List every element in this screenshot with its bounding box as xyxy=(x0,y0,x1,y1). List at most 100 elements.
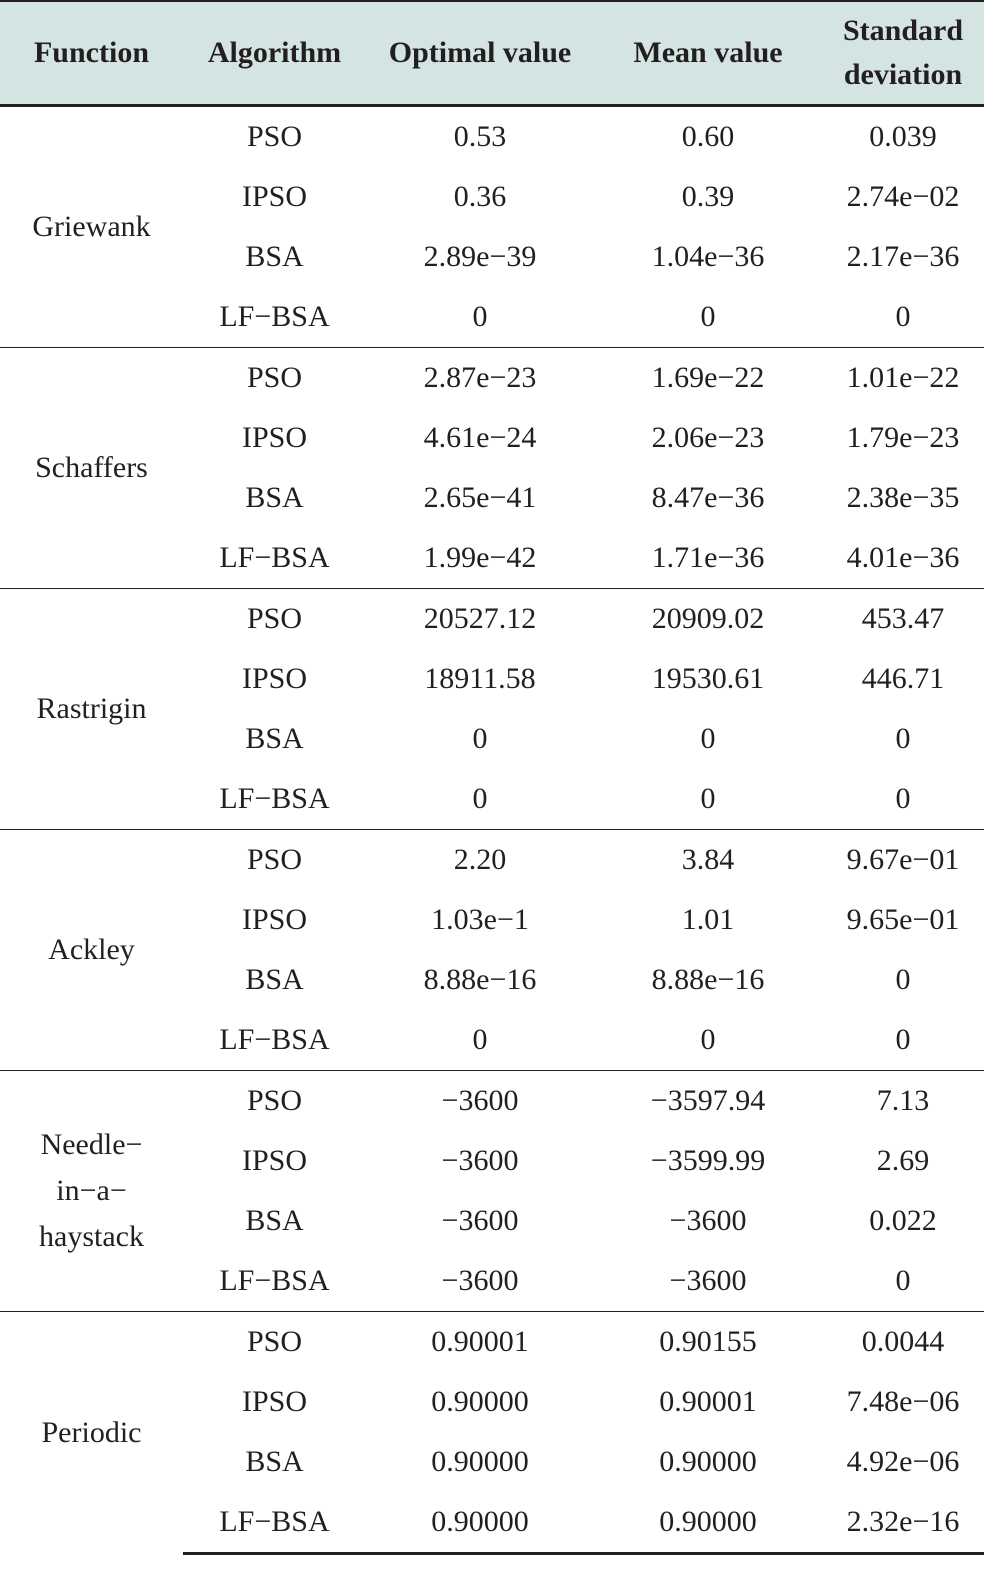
table-row: LF−BSA −3600 −3600 0 xyxy=(0,1251,984,1312)
algorithm-cell: IPSO xyxy=(241,1385,308,1418)
header-algorithm: Algorithm xyxy=(183,0,366,107)
function-name-line: haystack xyxy=(39,1220,144,1253)
std-deviation-cell: 4.01e−36 xyxy=(846,541,960,574)
optimal-value-cell: 0.36 xyxy=(453,180,507,213)
optimal-value-cell: −3600 xyxy=(441,1264,519,1297)
function-name-line: Needle− xyxy=(40,1128,143,1161)
optimal-value-cell: 0 xyxy=(472,722,488,755)
function-name-cell: Griewank xyxy=(32,210,151,243)
std-deviation-cell: 0 xyxy=(895,300,911,333)
mean-value-cell: 8.88e−16 xyxy=(651,963,765,996)
algorithm-cell: BSA xyxy=(245,481,304,514)
optimal-value-cell: 2.89e−39 xyxy=(423,240,537,273)
mean-value-cell: 0.90000 xyxy=(659,1445,757,1478)
algorithm-cell: PSO xyxy=(183,1311,366,1372)
std-deviation-cell: 0 xyxy=(895,722,911,755)
optimal-value-cell: 1.99e−42 xyxy=(423,541,537,574)
algorithm-cell: PSO xyxy=(183,829,366,890)
header-optimal-value: Optimal value xyxy=(366,0,594,107)
std-deviation-cell: 0 xyxy=(895,1264,911,1297)
mean-value-cell: 19530.61 xyxy=(651,662,765,695)
algorithm-cell: IPSO xyxy=(241,180,308,213)
table-row: BSA 2.89e−39 1.04e−36 2.17e−36 xyxy=(0,227,984,287)
std-deviation-cell: 453.47 xyxy=(822,588,984,649)
mean-value-cell: −3597.94 xyxy=(594,1070,822,1131)
std-deviation-cell: 4.92e−06 xyxy=(846,1445,960,1478)
header-row: Function Algorithm Optimal value Mean va… xyxy=(0,0,984,107)
std-deviation-cell: 2.17e−36 xyxy=(846,240,960,273)
algorithm-cell: LF−BSA xyxy=(183,1492,366,1555)
table-body: Griewank PSO 0.53 0.60 0.039 IPSO 0.36 0.39 2.74… xyxy=(0,106,984,1555)
table-row: BSA 2.65e−41 8.47e−36 2.38e−35 xyxy=(0,468,984,528)
table-row: IPSO 18911.58 19530.61 446.71 xyxy=(0,649,984,709)
algorithm-cell: LF−BSA xyxy=(219,782,330,815)
optimal-value-cell: 0.90000 xyxy=(431,1445,529,1478)
algorithm-cell: BSA xyxy=(245,240,304,273)
optimal-value-cell: −3600 xyxy=(441,1204,519,1237)
function-name-cell: Periodic xyxy=(0,1311,183,1554)
algorithm-cell: BSA xyxy=(245,1204,304,1237)
optimal-value-cell: −3600 xyxy=(366,1070,594,1131)
table-row: Periodic PSO 0.90001 0.90155 0.0044 xyxy=(0,1311,984,1554)
optimal-value-cell: 0.90000 xyxy=(366,1492,594,1555)
optimal-value-cell: 2.65e−41 xyxy=(423,481,537,514)
mean-value-cell: 1.71e−36 xyxy=(651,541,765,574)
table-row: Needle− in−a− haystack PSO −3600 −3597.94 7.13 xyxy=(0,1070,984,1312)
mean-value-cell: 0 xyxy=(700,782,716,815)
mean-value-cell: 0.39 xyxy=(681,180,735,213)
table-row: BSA −3600 −3600 0.022 xyxy=(0,1191,984,1251)
mean-value-cell: 2.06e−23 xyxy=(651,421,765,454)
optimal-value-cell: 0.53 xyxy=(453,120,507,153)
algorithm-cell: BSA xyxy=(245,722,304,755)
std-deviation-cell: 9.67e−01 xyxy=(822,829,984,890)
table-row: IPSO 0.36 0.39 2.74e−02 xyxy=(0,167,984,227)
algorithm-cell: PSO xyxy=(183,347,366,408)
optimal-value-cell: 0 xyxy=(472,782,488,815)
mean-value-cell: 1.69e−22 xyxy=(594,347,822,408)
header-standard-deviation: Standard deviation xyxy=(822,0,984,107)
mean-value-cell: −3600 xyxy=(669,1204,747,1237)
header-std-line1: Standard xyxy=(842,14,964,47)
function-name-cell: Ackley xyxy=(0,829,183,1071)
table-row: BSA 0 0 0 xyxy=(0,709,984,769)
mean-value-cell: −3600 xyxy=(669,1264,747,1297)
algorithm-cell: IPSO xyxy=(241,662,308,695)
function-name-line: in−a− xyxy=(56,1174,127,1207)
table-row: LF−BSA 0 0 0 xyxy=(0,1010,984,1071)
optimal-value-cell: 0 xyxy=(472,1023,488,1056)
algorithm-cell: BSA xyxy=(245,963,304,996)
optimal-value-cell: −3600 xyxy=(441,1144,519,1177)
table-row: IPSO 4.61e−24 2.06e−23 1.79e−23 xyxy=(0,408,984,468)
std-deviation-cell: 2.74e−02 xyxy=(846,180,960,213)
table-row: IPSO −3600 −3599.99 2.69 xyxy=(0,1131,984,1191)
table-row: BSA 8.88e−16 8.88e−16 0 xyxy=(0,950,984,1010)
table-row: LF−BSA 0.90000 0.90000 2.32e−16 xyxy=(0,1492,984,1555)
mean-value-cell: 8.47e−36 xyxy=(651,481,765,514)
algorithm-cell: IPSO xyxy=(241,1144,308,1177)
header-mean-value: Mean value xyxy=(594,0,822,107)
mean-value-cell: 0 xyxy=(700,300,716,333)
algorithm-cell: PSO xyxy=(183,1070,366,1131)
function-name-cell: Needle− in−a− haystack xyxy=(0,1070,183,1312)
table-row: LF−BSA 0 0 0 xyxy=(0,287,984,348)
mean-value-cell: 0 xyxy=(700,722,716,755)
table-row: IPSO 1.03e−1 1.01 9.65e−01 xyxy=(0,890,984,950)
std-deviation-cell: 0 xyxy=(895,963,911,996)
algorithm-cell: LF−BSA xyxy=(219,1023,330,1056)
table-row: Rastrigin PSO 20527.12 20909.02 453.47 xyxy=(0,588,984,830)
std-deviation-cell: 2.32e−16 xyxy=(822,1492,984,1555)
mean-value-cell: 3.84 xyxy=(594,829,822,890)
header-function: Function xyxy=(0,0,183,107)
results-table: Function Algorithm Optimal value Mean va… xyxy=(0,0,984,1555)
algorithm-cell: PSO xyxy=(183,588,366,649)
mean-value-cell: 1.01 xyxy=(681,903,735,936)
function-name-cell: Rastrigin xyxy=(0,588,183,830)
table-row: Ackley PSO 2.20 3.84 9.67e−01 xyxy=(0,829,984,1071)
optimal-value-cell: 0 xyxy=(472,300,488,333)
mean-value-cell: 0.90000 xyxy=(594,1492,822,1555)
std-deviation-cell: 0 xyxy=(895,782,911,815)
table-row: LF−BSA 1.99e−42 1.71e−36 4.01e−36 xyxy=(0,528,984,589)
table-row: Schaffers PSO 2.87e−23 1.69e−22 1.01e−22 xyxy=(0,347,984,589)
std-deviation-cell: 446.71 xyxy=(861,662,945,695)
algorithm-cell: LF−BSA xyxy=(219,300,330,333)
